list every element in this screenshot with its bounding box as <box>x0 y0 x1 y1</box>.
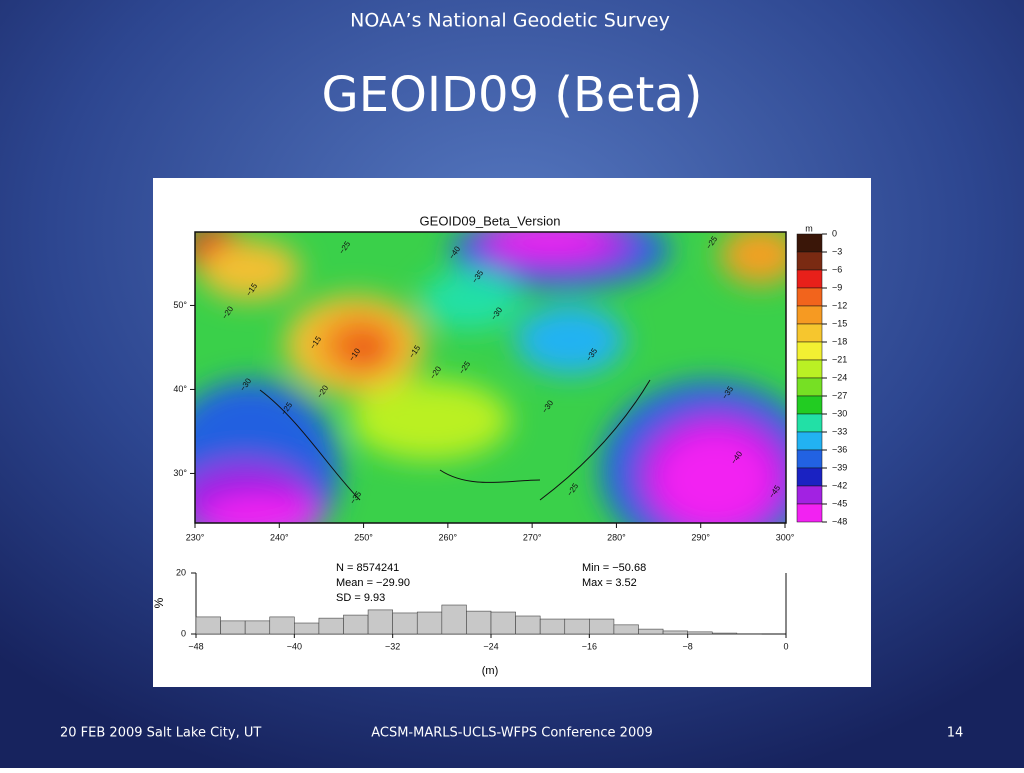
colorbar-label: −12 <box>832 300 847 310</box>
x-tick-label: −32 <box>385 641 400 651</box>
colorbar-label: 0 <box>832 228 837 238</box>
histogram-bar <box>516 616 541 634</box>
histogram-bar <box>344 615 369 634</box>
colorbar-swatch <box>797 396 822 414</box>
histogram-bar <box>565 619 590 634</box>
histogram-bar <box>491 612 516 634</box>
colorbar-label: −45 <box>832 498 847 508</box>
map-title: GEOID09_Beta_Version <box>420 213 561 228</box>
x-axis-label: (m) <box>482 665 499 677</box>
colorbar-label: −21 <box>832 354 847 364</box>
colorbar-label: −48 <box>832 516 847 526</box>
colorbar-swatch <box>797 432 822 450</box>
colorbar-label: −36 <box>832 444 847 454</box>
x-tick-label: −40 <box>287 641 302 651</box>
colorbar-label: −6 <box>832 264 842 274</box>
colorbar-swatch <box>797 252 822 270</box>
colorbar-swatch <box>797 468 822 486</box>
colorbar-swatch <box>797 450 822 468</box>
histogram-bar <box>663 631 688 634</box>
x-tick-label: −48 <box>188 641 203 651</box>
histogram-bar <box>270 617 295 634</box>
stat: SD = 9.93 <box>336 592 385 604</box>
x-tick-label: −16 <box>582 641 597 651</box>
histogram-bar <box>614 625 639 634</box>
colorbar-swatch <box>797 504 822 522</box>
colorbar-swatch <box>797 342 822 360</box>
organization: NOAA’s National Geodetic Survey <box>350 10 670 32</box>
lon-tick-label: 260° <box>439 532 458 542</box>
stat: Mean = −29.90 <box>336 577 410 589</box>
histogram-bar <box>393 613 418 634</box>
colorbar-label: −30 <box>832 408 847 418</box>
footer-conference: ACSM-MARLS-UCLS-WFPS Conference 2009 <box>371 726 653 741</box>
colorbar-swatch <box>797 306 822 324</box>
lon-tick-label: 300° <box>776 532 795 542</box>
histogram-bar <box>221 621 246 634</box>
page-number: 14 <box>947 726 964 741</box>
lon-tick-label: 230° <box>186 532 205 542</box>
colorbar-label: −39 <box>832 462 847 472</box>
colorbar-swatch <box>797 270 822 288</box>
x-tick-label: −8 <box>683 641 693 651</box>
colorbar-label: −27 <box>832 390 847 400</box>
colorbar-label: −9 <box>832 282 842 292</box>
stat: N = 8574241 <box>336 562 399 574</box>
colorbar-label: −42 <box>832 480 847 490</box>
footer-date: 20 FEB 2009 Salt Lake City, UT <box>60 726 261 741</box>
colorbar-label: −3 <box>832 246 842 256</box>
histogram-bar <box>688 632 713 634</box>
colorbar-swatch <box>797 360 822 378</box>
lon-tick-label: 290° <box>691 532 710 542</box>
colorbar-swatch <box>797 414 822 432</box>
map <box>160 210 820 560</box>
colorbar-label: −18 <box>832 336 847 346</box>
colorbar-label: −15 <box>832 318 847 328</box>
stat: Max = 3.52 <box>582 577 637 589</box>
histogram-bar <box>639 629 664 634</box>
colorbar-swatch <box>797 378 822 396</box>
histogram-bar <box>294 623 319 634</box>
histogram-bar <box>417 612 442 634</box>
slide-title: GEOID09 (Beta) <box>322 67 703 123</box>
colorbar-swatch <box>797 288 822 306</box>
histogram-bar <box>589 619 614 634</box>
y-tick-label: 0 <box>181 628 186 638</box>
lon-tick-label: 240° <box>270 532 289 542</box>
stat: Min = −50.68 <box>582 562 646 574</box>
lat-tick-label: 40° <box>173 384 187 394</box>
lon-tick-label: 270° <box>523 532 542 542</box>
y-axis-label: % <box>152 597 166 608</box>
histogram-bar <box>319 618 344 634</box>
x-tick-label: −24 <box>483 641 498 651</box>
histogram-bar <box>245 621 270 634</box>
lat-tick-label: 30° <box>173 468 187 478</box>
histogram-bar <box>196 617 221 634</box>
colorbar-label: −33 <box>832 426 847 436</box>
y-tick-label: 20 <box>176 567 186 577</box>
colorbar-label: −24 <box>832 372 847 382</box>
histogram-bar <box>712 633 737 634</box>
lat-tick-label: 50° <box>173 300 187 310</box>
colorbar-swatch <box>797 486 822 504</box>
histogram-bar <box>540 619 565 634</box>
histogram-bar <box>466 611 491 634</box>
colorbar-swatch <box>797 324 822 342</box>
lon-tick-label: 280° <box>607 532 626 542</box>
lon-tick-label: 250° <box>354 532 373 542</box>
colorbar-unit: m <box>805 223 813 233</box>
histogram-bar <box>368 610 393 634</box>
histogram-bar <box>442 605 467 634</box>
colorbar-swatch <box>797 234 822 252</box>
x-tick-label: 0 <box>783 641 788 651</box>
